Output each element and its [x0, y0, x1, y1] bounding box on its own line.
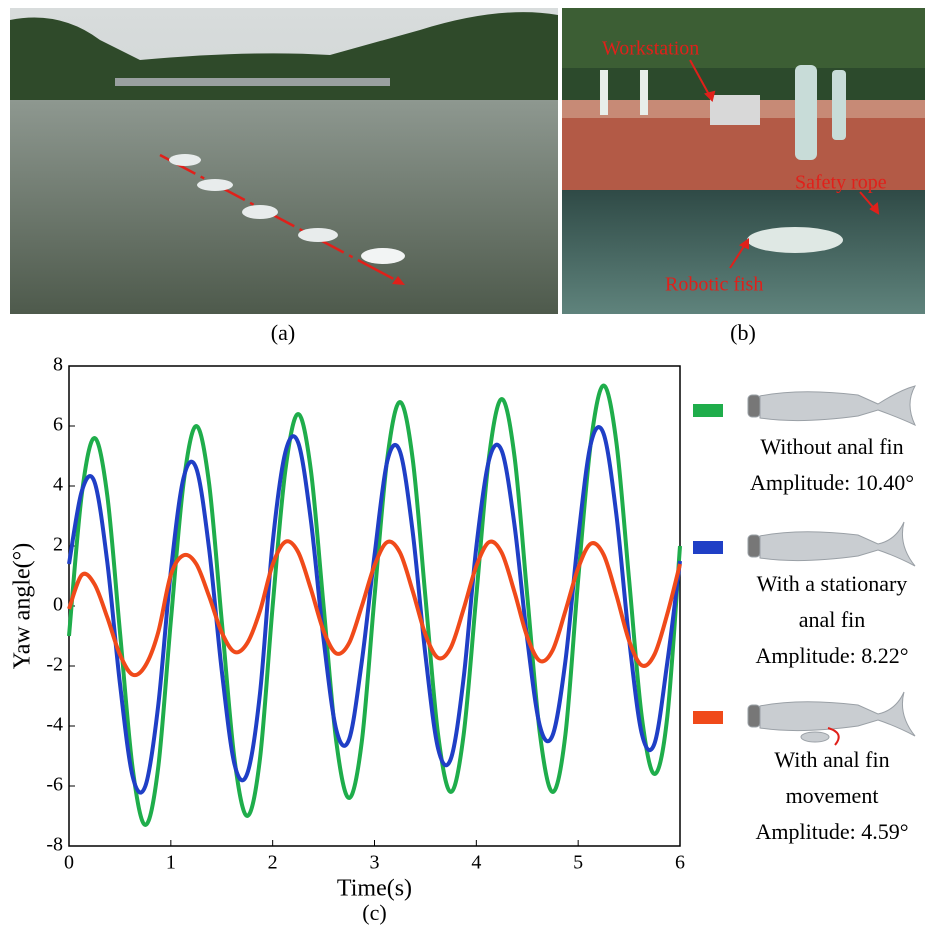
legend-entry: Without anal fin Amplitude: 10.40° [737, 429, 927, 501]
y-tick-label: 6 [53, 414, 63, 436]
y-axis-label: Yaw angle(°) [10, 543, 36, 669]
legend-label: Without anal fin [760, 434, 904, 459]
x-tick-label: 1 [166, 852, 176, 874]
panel-caption: (c) [362, 900, 386, 925]
line-series [67, 539, 682, 678]
y-tick-label: -8 [46, 834, 63, 856]
y-tick-label: -4 [46, 714, 63, 736]
y-tick-label: 4 [53, 474, 63, 496]
legend-entry: With anal fin movement Amplitude: 4.59° [737, 742, 927, 850]
fish-icons [747, 385, 917, 746]
panel-caption: (b) [730, 320, 756, 345]
x-axis-label: Time(s) [337, 876, 412, 902]
y-tick-label: -2 [46, 654, 63, 676]
x-tick-label: 6 [675, 852, 685, 874]
legend-swatch [693, 404, 723, 417]
y-tick-label: -6 [46, 774, 63, 796]
x-tick-label: 4 [471, 852, 481, 874]
line-series [67, 383, 682, 828]
y-tick-label: 0 [53, 594, 63, 616]
photo-label: Workstation [602, 38, 699, 60]
legend-annotation: Amplitude: 8.22° [755, 643, 909, 668]
legend-label: With a stationary anal fin [756, 571, 908, 632]
x-tick-label: 2 [268, 852, 278, 874]
legend-annotation: Amplitude: 10.40° [749, 470, 914, 495]
legend-entry: With a stationary anal fin Amplitude: 8.2… [737, 566, 927, 674]
photo-b [562, 8, 925, 314]
y-tick-label: 2 [53, 534, 63, 556]
photo-label: Safety rope [795, 172, 887, 194]
legend-swatch [693, 541, 723, 554]
legend-swatch [693, 711, 723, 724]
x-tick-label: 5 [573, 852, 583, 874]
line-series [67, 425, 682, 795]
panel-caption: (a) [271, 320, 295, 345]
x-tick-label: 0 [64, 852, 74, 874]
y-tick-label: 8 [53, 354, 63, 376]
photo-label: Robotic fish [665, 274, 763, 296]
legend-annotation: Amplitude: 4.59° [755, 819, 909, 844]
photo-a [10, 8, 558, 314]
legend-label: With anal fin movement [774, 747, 890, 808]
x-tick-label: 3 [370, 852, 380, 874]
